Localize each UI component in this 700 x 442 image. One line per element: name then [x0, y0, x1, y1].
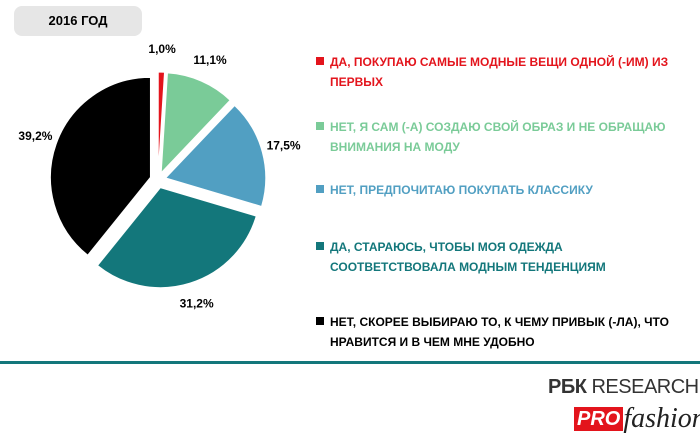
legend-label: ДА, СТАРАЮСЬ, ЧТОБЫ МОЯ ОДЕЖДА СООТВЕТСТ… [330, 240, 606, 274]
legend-item: ДА, СТАРАЮСЬ, ЧТОБЫ МОЯ ОДЕЖДА СООТВЕТСТ… [316, 237, 686, 277]
legend-swatch [316, 185, 324, 193]
legend-label: НЕТ, СКОРЕЕ ВЫБИРАЮ ТО, К ЧЕМУ ПРИВЫК (-… [330, 315, 669, 349]
divider [0, 361, 700, 364]
data-label: 39,2% [18, 129, 52, 143]
legend-item: ДА, ПОКУПАЮ САМЫЕ МОДНЫЕ ВЕЩИ ОДНОЙ (-ИМ… [316, 52, 686, 92]
logo-fashion: PRO fashion [574, 402, 700, 435]
logo-research: РБК RESEARCH [548, 376, 699, 399]
legend-swatch [316, 122, 324, 130]
legend-label: ДА, ПОКУПАЮ САМЫЕ МОДНЫЕ ВЕЩИ ОДНОЙ (-ИМ… [330, 55, 669, 89]
logo-research-text: RESEARCH [591, 376, 699, 398]
legend-item: НЕТ, СКОРЕЕ ВЫБИРАЮ ТО, К ЧЕМУ ПРИВЫК (-… [316, 312, 686, 352]
pie-slice [164, 104, 267, 208]
legend-item: НЕТ, Я САМ (-А) СОЗДАЮ СВОЙ ОБРАЗ И НЕ О… [316, 117, 686, 157]
legend-swatch [316, 57, 324, 65]
chart-title: 2016 ГОД [14, 6, 142, 36]
data-label: 11,1% [193, 53, 227, 67]
pie-slice [49, 76, 151, 256]
pie-slice [157, 71, 166, 173]
data-label: 17,5% [267, 139, 301, 153]
pie-chart: 1,0% 11,1% 17,5% 31,2% 39,2% [18, 42, 301, 310]
logo-brand: РБК [548, 376, 587, 398]
legend-swatch [316, 242, 324, 250]
legend-label: НЕТ, ПРЕДПОЧИТАЮ ПОКУПАТЬ КЛАССИКУ [330, 183, 593, 197]
logo-fashion-text: fashion [623, 403, 700, 434]
legend-label: НЕТ, Я САМ (-А) СОЗДАЮ СВОЙ ОБРАЗ И НЕ О… [330, 120, 666, 154]
logo-pro: PRO [574, 407, 624, 432]
data-label: 31,2% [180, 296, 214, 310]
pie-slice [160, 72, 231, 175]
legend-item: НЕТ, ПРЕДПОЧИТАЮ ПОКУПАТЬ КЛАССИКУ [316, 180, 686, 200]
pie-slice [96, 187, 257, 289]
data-label: 1,0% [148, 42, 176, 56]
legend-swatch [316, 317, 324, 325]
